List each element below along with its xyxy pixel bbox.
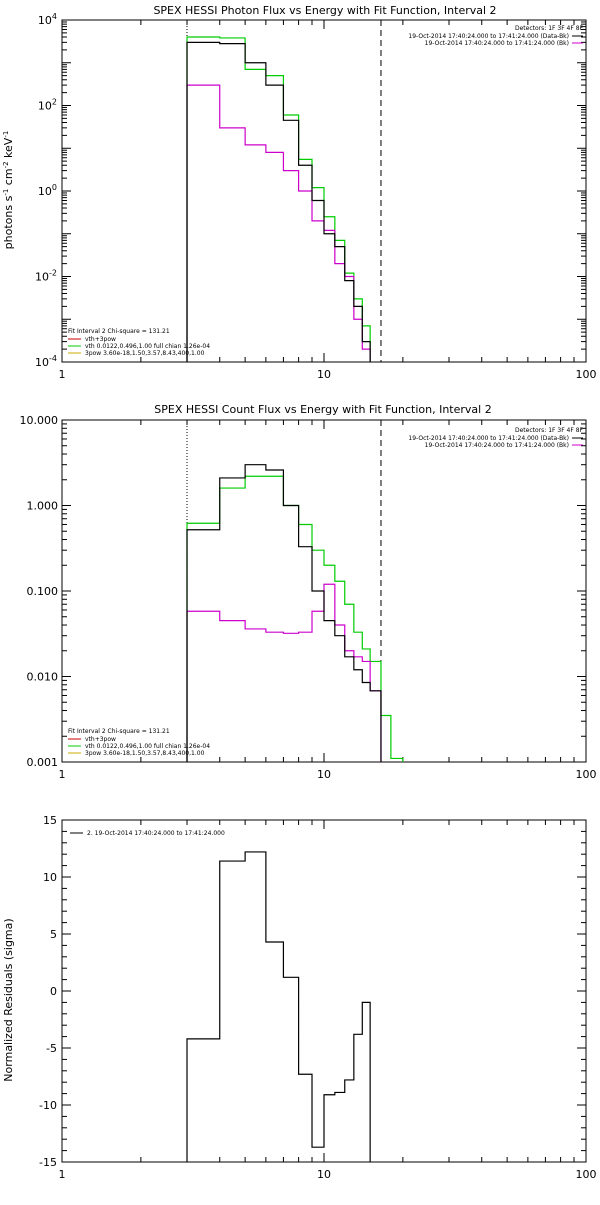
photon-y-tick-label: 100 <box>38 183 57 198</box>
residuals-y-axis-label: Normalized Residuals (sigma) <box>2 918 15 1081</box>
count-legend-item-vth3pow: vth+3pow <box>85 736 116 743</box>
photon-tick-labels: 1 10 100 10-4 10-2 100 102 104 <box>35 12 596 381</box>
photon-x-tick-label: 100 <box>576 368 597 381</box>
count-x-tick-label: 100 <box>576 768 597 781</box>
photon-y-tick-label: 10-4 <box>35 354 57 369</box>
count-y-tick-label: 10.000 <box>20 414 59 427</box>
count-x-tick-label: 1 <box>59 768 66 781</box>
photon-x-tick-label: 1 <box>59 368 66 381</box>
residuals-y-tick-label: -10 <box>39 1099 57 1112</box>
count-y-tick-label: 0.001 <box>27 756 59 769</box>
count-chart-title: SPEX HESSI Count Flux vs Energy with Fit… <box>154 403 491 416</box>
photon-legend-item-vth: vth 0.0122,0.496,1.00 full chian 1.26e-0… <box>85 343 210 350</box>
photon-x-tick-label: 10 <box>317 368 331 381</box>
photon-flux-panel: SPEX HESSI Photon Flux vs Energy with Fi… <box>2 4 597 381</box>
residuals-y-tick-label: -5 <box>46 1042 57 1055</box>
count-y-tick-label: 0.010 <box>27 671 59 684</box>
residuals-y-tick-label: 0 <box>50 985 57 998</box>
residuals-panel: 1 10 100 -15 -10 -5 0 5 10 15 Normalized Residual… <box>2 814 597 1181</box>
residuals-legend: 2. 19-Oct-2014 17:40:24.000 to 17:41:24.… <box>70 830 225 837</box>
count-series-bk <box>186 583 382 762</box>
count-legend-right: Detectors: 1F 3F 4F 8F 19-Oct-2014 17:40… <box>408 427 583 449</box>
residuals-legend-item: 2. 19-Oct-2014 17:40:24.000 to 17:41:24.… <box>87 830 225 837</box>
residuals-y-tick-label: 5 <box>50 928 57 941</box>
residuals-y-tick-label: 15 <box>43 814 57 827</box>
photon-series-data-bk <box>186 41 371 362</box>
residuals-y-tick-label: -15 <box>39 1156 57 1169</box>
count-legend-item-data: 19-Oct-2014 17:40:24.000 to 17:41:24.000… <box>408 435 569 442</box>
photon-legend-right: Detectors: 1F 3F 4F 8F 19-Oct-2014 17:40… <box>408 25 583 47</box>
photon-axes <box>61 19 587 363</box>
count-tick-labels: 1 10 100 0.001 0.010 0.100 1.000 10.000 <box>20 414 597 781</box>
count-flux-panel: SPEX HESSI Count Flux vs Energy with Fit… <box>20 403 597 781</box>
residuals-x-tick-label: 1 <box>59 1168 66 1181</box>
count-series-data-bk <box>186 464 382 762</box>
photon-series-bk <box>186 84 371 362</box>
count-legend-item-3pow: 3pow 3.60e-18,1.50,3.57,8.43,400,1.00 <box>85 750 205 757</box>
count-legend-right-header: Detectors: 1F 3F 4F 8F <box>515 427 584 434</box>
photon-legend-right-header: Detectors: 1F 3F 4F 8F <box>515 25 584 32</box>
count-y-tick-label: 1.000 <box>27 500 59 513</box>
photon-legend-left: Fit Interval 2 Chi-square = 131.21 vth+3… <box>68 328 210 357</box>
photon-legend-item-bk: 19-Oct-2014 17:40:24.000 to 17:41:24.000… <box>425 40 569 47</box>
residuals-series-group <box>186 851 371 1162</box>
count-y-tick-label: 0.100 <box>27 585 59 598</box>
photon-legend-item-vth3pow: vth+3pow <box>85 336 116 343</box>
photon-legend-item-data: 19-Oct-2014 17:40:24.000 to 17:41:24.000… <box>408 33 569 40</box>
residuals-y-tick-label: 10 <box>43 871 57 884</box>
photon-y-tick-label: 102 <box>38 98 57 113</box>
photon-y-tick-label: 104 <box>38 12 57 27</box>
residuals-tick-labels: 1 10 100 -15 -10 -5 0 5 10 15 <box>39 814 596 1181</box>
count-x-tick-label: 10 <box>317 768 331 781</box>
residuals-axes <box>61 819 587 1163</box>
photon-y-axis-label: photons s-1 cm-2 keV-1 <box>2 131 15 250</box>
photon-series-group <box>186 36 371 362</box>
photon-legend-item-3pow: 3pow 3.60e-18,1.50,3.57,8.43,400,1.00 <box>85 350 205 357</box>
photon-y-tick-label: 10-2 <box>35 269 57 284</box>
count-legend-item-bk: 19-Oct-2014 17:40:24.000 to 17:41:24.000… <box>425 442 569 449</box>
photon-fit-range-lines <box>186 20 382 362</box>
residuals-series-residual <box>186 851 371 1162</box>
count-series-group <box>186 464 404 762</box>
residuals-x-tick-label: 10 <box>317 1168 331 1181</box>
count-legend-left-header: Fit Interval 2 Chi-square = 131.21 <box>68 728 170 735</box>
count-legend-item-vth: vth 0.0122,0.496,1.00 full chian 1.26e-0… <box>85 743 210 750</box>
count-legend-left: Fit Interval 2 Chi-square = 131.21 vth+3… <box>68 728 210 757</box>
photon-chart-title: SPEX HESSI Photon Flux vs Energy with Fi… <box>153 4 496 17</box>
residuals-x-tick-label: 100 <box>576 1168 597 1181</box>
photon-legend-left-header: Fit Interval 2 Chi-square = 131.21 <box>68 328 170 335</box>
